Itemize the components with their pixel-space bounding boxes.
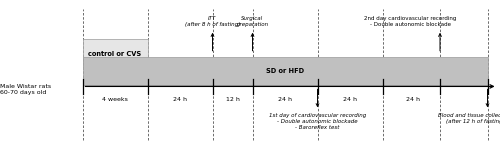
Text: 24 h: 24 h — [173, 97, 187, 102]
FancyBboxPatch shape — [82, 57, 487, 85]
Text: control or CVS: control or CVS — [88, 51, 142, 57]
Text: 1st day of cardiovascular recording
- Double autonomic blockade
- Baroreflex tes: 1st day of cardiovascular recording - Do… — [269, 113, 366, 130]
Text: 2nd day cardiovascular recording
- Double autonomic blockade: 2nd day cardiovascular recording - Doubl… — [364, 16, 456, 27]
Text: ITT
(after 8 h of fasting): ITT (after 8 h of fasting) — [185, 16, 240, 27]
Text: Surgical
preparation: Surgical preparation — [236, 16, 268, 27]
Text: 24 h: 24 h — [343, 97, 357, 102]
Text: Blood and tissue collection
(after 12 h of fasting): Blood and tissue collection (after 12 h … — [438, 113, 500, 124]
FancyBboxPatch shape — [82, 39, 148, 69]
Text: 24 h: 24 h — [278, 97, 292, 102]
Text: 4 weeks: 4 weeks — [102, 97, 128, 102]
Text: 12 h: 12 h — [226, 97, 239, 102]
Text: 24 h: 24 h — [406, 97, 419, 102]
Text: SD or HFD: SD or HFD — [266, 68, 304, 74]
Text: Male Wistar rats
60-70 days old: Male Wistar rats 60-70 days old — [0, 84, 51, 95]
